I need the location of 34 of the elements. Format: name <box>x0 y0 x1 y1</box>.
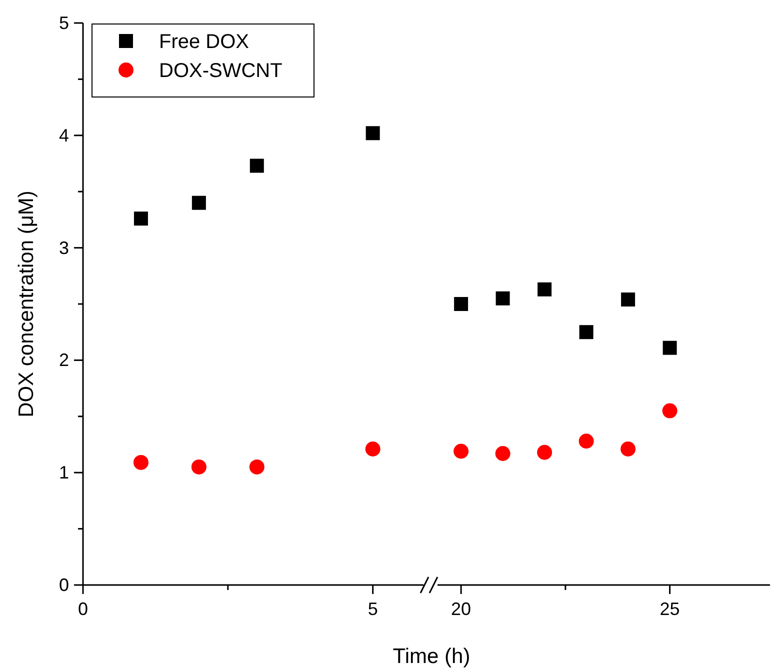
x-tick-label: 25 <box>660 599 680 619</box>
legend-label: Free DOX <box>159 31 250 53</box>
point <box>191 459 206 474</box>
point <box>134 212 148 226</box>
y-tick-label: 2 <box>58 350 69 370</box>
point <box>620 441 636 456</box>
point <box>496 291 510 306</box>
point <box>454 444 469 459</box>
point <box>250 158 264 173</box>
point <box>579 325 594 340</box>
y-tick-label: 4 <box>58 125 69 146</box>
x-tick-label: 0 <box>78 599 88 619</box>
point <box>621 292 636 307</box>
x-axis-title: Time (h) <box>392 645 470 668</box>
point <box>538 282 552 296</box>
point <box>578 434 594 449</box>
point <box>537 444 552 460</box>
legend-label: DOX-SWCNT <box>159 60 282 82</box>
x-tick-label: 20 <box>451 599 472 619</box>
y-tick-label: 3 <box>58 238 69 258</box>
y-tick-label: 0 <box>58 575 69 595</box>
point <box>192 196 206 210</box>
point <box>662 340 677 355</box>
point <box>454 297 468 311</box>
y-tick-label: 1 <box>58 462 69 483</box>
point <box>133 454 148 470</box>
point <box>495 446 510 461</box>
point <box>662 403 678 418</box>
point <box>365 441 380 456</box>
x-tick-label: 5 <box>368 599 378 619</box>
point <box>249 459 264 474</box>
y-tick-label: 5 <box>58 13 69 33</box>
point <box>366 126 380 140</box>
y-axis-title: DOX concentration (μM) <box>15 190 38 418</box>
